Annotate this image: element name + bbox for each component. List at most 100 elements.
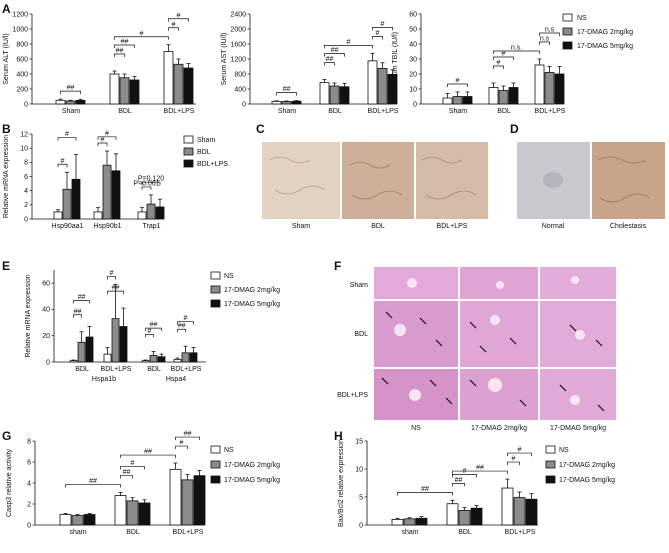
significance-label: ## — [331, 47, 339, 54]
significance-bracket — [177, 328, 186, 333]
bar — [53, 211, 63, 220]
chart-hsp70-mrna: 0 20 40 60 Relative mRNA expression BDL BDL+LP… — [25, 270, 206, 383]
legend-E-high: 17-DMAG 5mg/kg — [224, 301, 280, 308]
y-tick-label: 1200 — [230, 56, 246, 63]
significance-bracket — [276, 92, 297, 96]
y-tick-label: 60 — [42, 280, 50, 287]
legend-G-ns: NS — [224, 447, 234, 454]
bar — [102, 164, 112, 220]
x-tick-label: BDL — [458, 529, 472, 536]
y-tick-label: 800 — [234, 71, 246, 78]
y-tick-label: 50 — [409, 26, 417, 33]
significance-label: # — [140, 30, 144, 37]
y-tick-label: 0 — [359, 522, 363, 529]
bar — [85, 336, 94, 363]
significance-bracket — [452, 470, 508, 475]
significance-bracket — [145, 334, 154, 338]
panel-label-A: A — [2, 2, 11, 16]
he-col-label-ns: NS — [411, 425, 421, 432]
significance-label: ## — [150, 322, 158, 329]
significance-bracket — [493, 50, 540, 54]
bar — [525, 498, 538, 526]
x-tick-label: Sham — [449, 108, 467, 115]
y-tick-label: 0 — [27, 522, 31, 529]
significance-label: ## — [283, 86, 291, 93]
significance-bracket — [452, 483, 465, 487]
x-tick-label: Sham — [278, 108, 296, 115]
legend-G: NS 17-DMAG 2mg/kg 17-DMAG 5mg/kg — [210, 445, 280, 484]
legend-H-high: 17-DMAG 5mg/kg — [559, 477, 615, 484]
x-tick-label: BDL+LPS — [535, 108, 566, 115]
significance-bracket — [324, 53, 345, 57]
bar — [149, 355, 158, 363]
significance-bracket — [447, 83, 468, 87]
bar — [103, 353, 112, 363]
significance-bracket — [141, 186, 152, 190]
he-vessel — [490, 315, 500, 325]
y-axis-label: Serum ALT (IU/l) — [3, 33, 10, 84]
bar — [367, 60, 378, 105]
bar — [77, 341, 86, 363]
y-tick-label: 0 — [24, 216, 28, 223]
caption-C-bdllps: BDL+LPS — [437, 223, 468, 230]
he-col-label-high: 17-DMAG 5mg/kg — [550, 425, 606, 432]
y-axis-label: Relative mRNA expression — [25, 274, 32, 357]
legend-B: Sham BDL BDL+LPS — [183, 135, 228, 168]
bar — [69, 360, 78, 363]
bar — [119, 77, 130, 105]
y-tick-label: 400 — [16, 71, 28, 78]
ihc-texture-bdl — [349, 161, 403, 200]
x-tick-label: BDL — [75, 366, 89, 373]
bar — [169, 468, 182, 526]
significance-bracket — [175, 436, 200, 441]
x-tick-label: sham — [69, 529, 86, 536]
x-tick-label: BDL — [147, 366, 161, 373]
bar — [446, 503, 459, 526]
he-vessel — [575, 330, 585, 340]
panel-label-F: F — [334, 259, 341, 273]
bar — [488, 87, 499, 105]
bar — [534, 64, 545, 105]
he-vessel — [496, 281, 504, 289]
group-label: Hspa4 — [166, 376, 186, 383]
x-tick-label: BDL — [328, 108, 342, 115]
significance-bracket — [507, 461, 520, 466]
y-tick-label: 15 — [355, 438, 363, 445]
significance-bracket — [539, 32, 560, 36]
bar — [141, 360, 150, 363]
y-tick-label: 0 — [46, 359, 50, 366]
x-tick-label: Trap1 — [142, 223, 160, 230]
y-axis-label: Serum AST (IU/l) — [221, 33, 228, 86]
significance-label: # — [131, 460, 135, 467]
bar — [193, 475, 206, 526]
bar — [129, 79, 140, 105]
y-tick-label: 4 — [27, 480, 31, 487]
significance-bracket — [397, 492, 453, 496]
significance-label: # — [518, 447, 522, 454]
bar — [55, 99, 66, 105]
significance-bracket — [175, 445, 188, 450]
x-tick-label: Sham — [62, 108, 80, 115]
bar — [157, 356, 166, 363]
significance-label: ## — [178, 323, 186, 330]
x-tick-label: BDL — [126, 529, 140, 536]
legend-H: NS 17-DMAG 2mg/kg 17-DMAG 5mg/kg — [545, 445, 615, 484]
legend-A-low: 17-DMAG 2mg/kg — [577, 29, 633, 36]
significance-label: # — [177, 12, 181, 19]
y-axis-label: Relative mRNA expression — [3, 135, 10, 218]
bar — [71, 178, 81, 220]
significance-bracket — [73, 314, 82, 318]
significance-bracket — [372, 27, 393, 31]
significance-label: # — [184, 315, 188, 322]
bar — [163, 51, 174, 105]
significance-label: ## — [67, 85, 75, 92]
he-bdl-ns — [374, 301, 458, 367]
legend-E-ns: NS — [224, 273, 234, 280]
caption-C-bdl: BDL — [371, 223, 385, 230]
panel-label-D: D — [510, 122, 519, 136]
significance-bracket — [539, 41, 550, 45]
y-tick-label: 40 — [409, 41, 417, 48]
bar — [155, 206, 165, 220]
bar — [403, 518, 416, 526]
significance-bracket — [57, 163, 68, 168]
